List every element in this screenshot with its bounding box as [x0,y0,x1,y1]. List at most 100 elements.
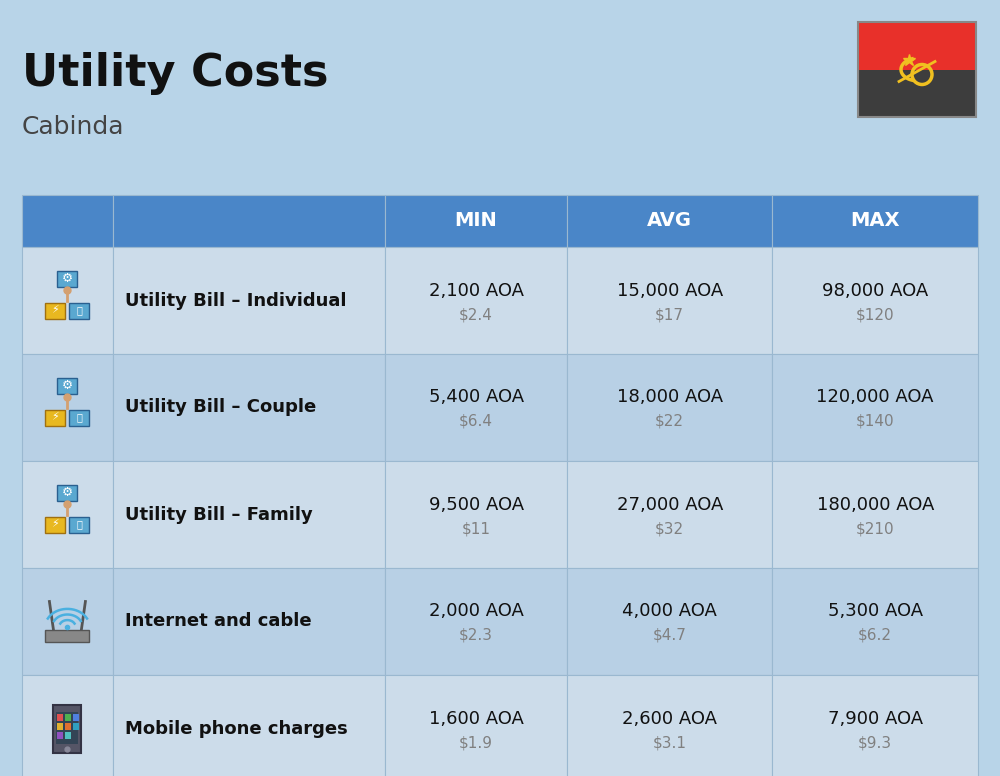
Text: 7,900 AOA: 7,900 AOA [828,709,923,728]
Text: MIN: MIN [455,212,497,230]
Bar [73,713,79,720]
Bar [858,70,976,117]
Bar [567,195,772,247]
Bar [53,705,81,753]
Text: $11: $11 [462,521,491,536]
Text: $4.7: $4.7 [653,628,687,643]
Text: $1.9: $1.9 [459,735,493,750]
Bar [772,195,978,247]
Text: Utility Bill – Family: Utility Bill – Family [125,505,313,524]
Text: 180,000 AOA: 180,000 AOA [817,496,934,514]
Text: ⚙: ⚙ [62,486,73,499]
Text: Internet and cable: Internet and cable [125,612,311,630]
Bar [113,247,385,354]
Text: $3.1: $3.1 [653,735,687,750]
Bar [385,675,567,776]
Text: $9.3: $9.3 [858,735,892,750]
Bar [57,722,63,729]
Text: Cabinda: Cabinda [22,115,124,139]
Text: Mobile phone charges: Mobile phone charges [125,719,348,737]
Text: 9,500 AOA: 9,500 AOA [429,496,524,514]
Bar [772,461,978,568]
Text: 💧: 💧 [76,306,82,316]
Bar [22,247,113,354]
Bar [57,378,77,393]
Text: $22: $22 [655,414,684,429]
Text: ⚡: ⚡ [52,306,59,316]
Bar [65,713,71,720]
Bar [385,461,567,568]
Text: 18,000 AOA: 18,000 AOA [617,389,723,407]
Bar [772,568,978,675]
Bar [858,22,976,117]
Text: ⚙: ⚙ [62,379,73,392]
Text: AVG: AVG [647,212,692,230]
Bar [69,517,89,532]
Text: $32: $32 [655,521,684,536]
Bar [385,247,567,354]
Text: $120: $120 [856,307,895,322]
Bar [385,568,567,675]
Text: $17: $17 [655,307,684,322]
Bar [385,195,567,247]
Bar [113,675,385,776]
Text: Utility Costs: Utility Costs [22,52,328,95]
Text: 5,300 AOA: 5,300 AOA [828,602,923,621]
Text: ⚡: ⚡ [52,519,59,529]
Bar [858,22,976,70]
Bar [57,271,77,286]
Text: 27,000 AOA: 27,000 AOA [617,496,723,514]
Bar [567,675,772,776]
Text: 15,000 AOA: 15,000 AOA [617,282,723,300]
Text: Utility Bill – Individual: Utility Bill – Individual [125,292,346,310]
Bar [772,247,978,354]
Text: 4,000 AOA: 4,000 AOA [622,602,717,621]
Text: $6.4: $6.4 [459,414,493,429]
Bar [567,354,772,461]
Bar [45,629,89,642]
Bar [22,354,113,461]
Bar [567,568,772,675]
Bar [22,675,113,776]
Bar [772,354,978,461]
Bar [57,732,63,739]
Text: $2.4: $2.4 [459,307,493,322]
Bar [65,732,71,739]
Bar [73,722,79,729]
Text: 120,000 AOA: 120,000 AOA [816,389,934,407]
Bar [22,195,113,247]
Text: ⚙: ⚙ [62,272,73,285]
Bar [772,675,978,776]
Text: ⚡: ⚡ [52,413,59,422]
Text: 2,600 AOA: 2,600 AOA [622,709,717,728]
Bar [567,247,772,354]
Bar [69,303,89,318]
Text: Utility Bill – Couple: Utility Bill – Couple [125,399,316,417]
Text: $2.3: $2.3 [459,628,493,643]
Text: 5,400 AOA: 5,400 AOA [429,389,524,407]
Text: 2,000 AOA: 2,000 AOA [429,602,524,621]
Bar [113,195,385,247]
Text: 98,000 AOA: 98,000 AOA [822,282,928,300]
Bar [57,713,63,720]
Bar [56,712,78,743]
Bar [45,410,65,425]
Bar [45,517,65,532]
Text: $210: $210 [856,521,895,536]
Bar [385,354,567,461]
Text: 💧: 💧 [76,413,82,422]
Text: MAX: MAX [850,212,900,230]
Bar [65,722,71,729]
Bar [113,461,385,568]
Bar [57,484,77,501]
Bar [69,410,89,425]
Bar [567,461,772,568]
Bar [113,568,385,675]
Text: $6.2: $6.2 [858,628,892,643]
Text: 💧: 💧 [76,519,82,529]
Text: 2,100 AOA: 2,100 AOA [429,282,524,300]
Text: 1,600 AOA: 1,600 AOA [429,709,524,728]
Text: $140: $140 [856,414,895,429]
Bar [22,568,113,675]
Bar [45,303,65,318]
